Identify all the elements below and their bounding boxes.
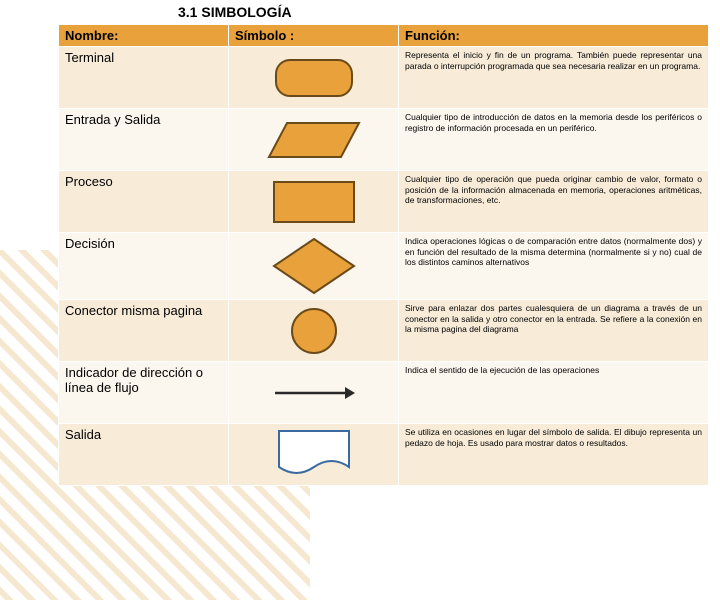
header-simbolo: Símbolo : xyxy=(229,25,399,47)
io-icon xyxy=(266,120,362,160)
cell-function: Indica operaciones lógicas o de comparac… xyxy=(399,233,709,300)
section-title: 3.1 SIMBOLOGÍA xyxy=(178,4,714,20)
table-row: Decisión Indica operaciones lógicas o de… xyxy=(59,233,709,300)
table-row: Terminal Representa el inicio y fin de u… xyxy=(59,47,709,109)
symbol-wrapper xyxy=(235,112,392,167)
cell-function: Indica el sentido de la ejecución de las… xyxy=(399,362,709,424)
symbol-wrapper xyxy=(235,50,392,105)
symbol-wrapper xyxy=(235,174,392,229)
cell-name: Indicador de dirección o línea de flujo xyxy=(59,362,229,424)
cell-symbol xyxy=(229,424,399,486)
table-header-row: Nombre: Símbolo : Función: xyxy=(59,25,709,47)
header-nombre: Nombre: xyxy=(59,25,229,47)
header-funcion: Función: xyxy=(399,25,709,47)
cell-function: Cualquier tipo de introducción de datos … xyxy=(399,109,709,171)
cell-symbol xyxy=(229,109,399,171)
table-row: Entrada y Salida Cualquier tipo de intro… xyxy=(59,109,709,171)
cell-name: Conector misma pagina xyxy=(59,300,229,362)
cell-function: Representa el inicio y fin de un program… xyxy=(399,47,709,109)
cell-name: Salida xyxy=(59,424,229,486)
cell-function: Sirve para enlazar dos partes cualesquie… xyxy=(399,300,709,362)
cell-name: Decisión xyxy=(59,233,229,300)
process-icon xyxy=(271,179,357,225)
cell-function: Se utiliza en ocasiones en lugar del sím… xyxy=(399,424,709,486)
symbol-wrapper xyxy=(235,303,392,358)
arrow-icon xyxy=(271,381,357,405)
symbol-wrapper xyxy=(235,365,392,420)
table-row: Proceso Cualquier tipo de operación que … xyxy=(59,171,709,233)
decision-icon xyxy=(271,236,357,296)
cell-symbol xyxy=(229,233,399,300)
symbol-wrapper xyxy=(235,427,392,482)
cell-function: Cualquier tipo de operación que pueda or… xyxy=(399,171,709,233)
terminal-icon xyxy=(273,57,355,99)
page-content: 3.1 SIMBOLOGÍA Nombre: Símbolo : Función… xyxy=(0,0,720,490)
output-icon xyxy=(276,428,352,482)
symbol-wrapper xyxy=(235,236,392,296)
cell-name: Entrada y Salida xyxy=(59,109,229,171)
cell-symbol xyxy=(229,300,399,362)
connector-icon xyxy=(289,306,339,356)
symbology-table: Nombre: Símbolo : Función: Terminal Repr… xyxy=(58,24,709,486)
cell-symbol xyxy=(229,171,399,233)
table-row: Conector misma pagina Sirve para enlazar… xyxy=(59,300,709,362)
cell-name: Terminal xyxy=(59,47,229,109)
cell-symbol xyxy=(229,362,399,424)
cell-name: Proceso xyxy=(59,171,229,233)
table-row: Salida Se utiliza en ocasiones en lugar … xyxy=(59,424,709,486)
cell-symbol xyxy=(229,47,399,109)
table-row: Indicador de dirección o línea de flujo … xyxy=(59,362,709,424)
